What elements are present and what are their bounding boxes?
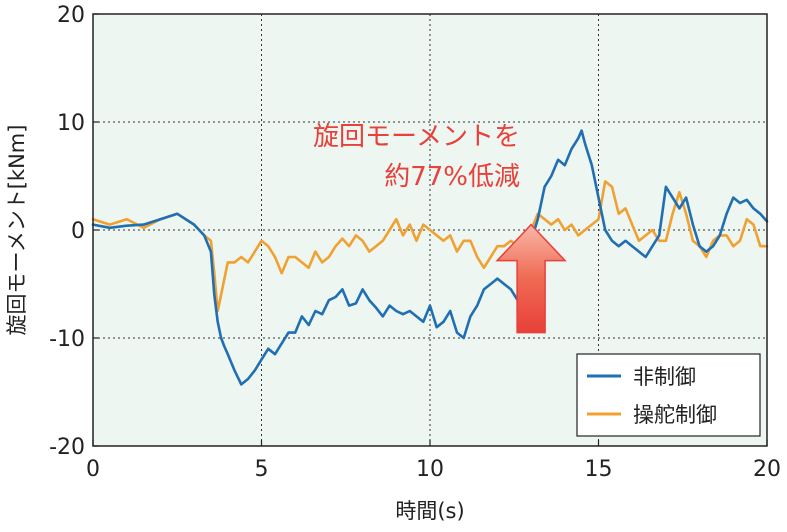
y-tick-label: 10 <box>57 111 85 136</box>
legend-label-steering-control: 操舵制御 <box>633 403 717 427</box>
x-axis-label: 時間(s) <box>395 499 464 523</box>
x-tick-label: 5 <box>255 457 269 482</box>
legend-label-uncontrolled: 非制御 <box>633 365 696 389</box>
plot-frame <box>92 13 768 447</box>
x-tick-label: 20 <box>753 457 781 482</box>
series-line-0 <box>91 129 769 386</box>
y-axis-label: 旋回モーメント[kNm] <box>5 125 29 336</box>
annotation-line-2: 約77%低減 <box>384 162 520 192</box>
tick-labels: 0 5 10 15 20 -20 -10 0 10 20 <box>49 3 781 482</box>
y-tick-label: -20 <box>49 435 85 460</box>
x-tick-label: 15 <box>585 457 613 482</box>
y-tick-label: -10 <box>49 327 85 352</box>
y-tick-label: 0 <box>71 219 85 244</box>
legend: 非制御 操舵制御 <box>576 353 761 437</box>
x-tick-label: 0 <box>86 457 100 482</box>
annotation-line-1: 旋回モーメントを <box>313 122 520 152</box>
annotation: 旋回モーメントを 約77%低減 <box>313 122 567 334</box>
series-layer <box>91 129 769 386</box>
series-line-1 <box>91 180 769 313</box>
y-tick-label: 20 <box>57 3 85 28</box>
up-arrow-icon <box>495 223 567 334</box>
x-tick-label: 10 <box>416 457 444 482</box>
legend-box <box>576 353 761 437</box>
